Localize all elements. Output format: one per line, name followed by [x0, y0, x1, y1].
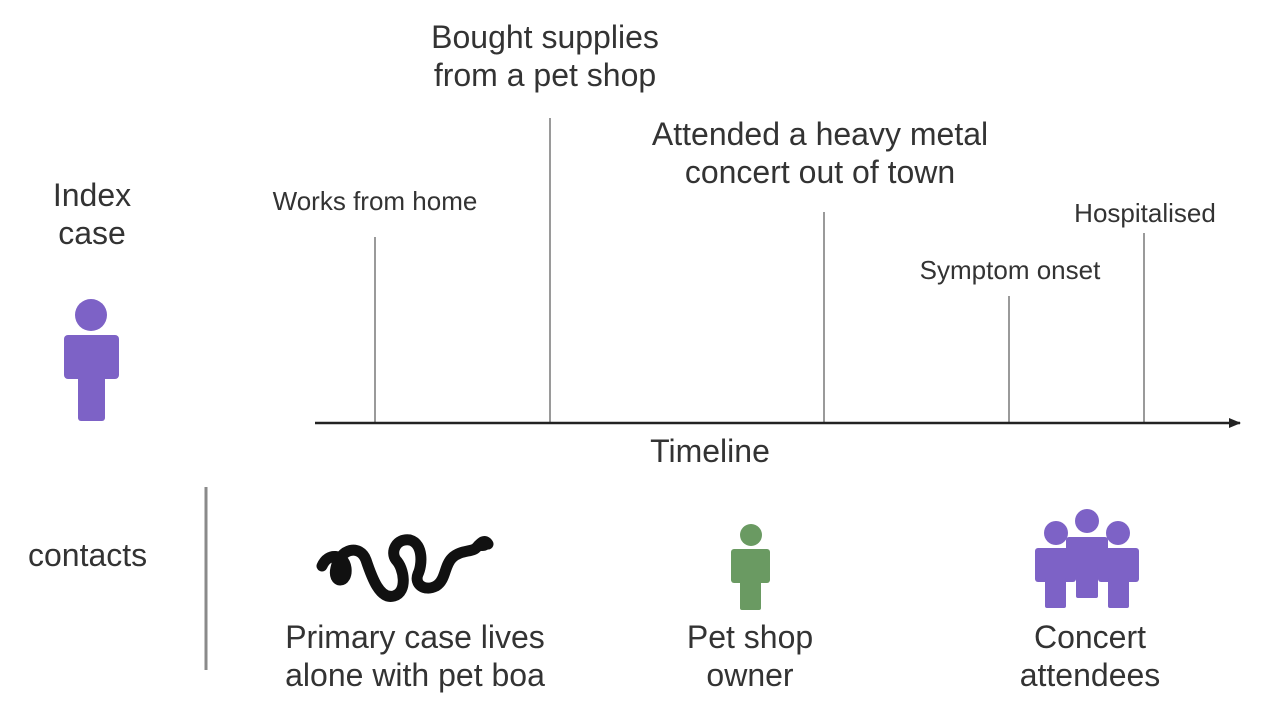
- pet-shop-owner-person-icon: [731, 524, 770, 610]
- contact-label-pet-boa: Primary case lives alone with pet boa: [285, 619, 545, 694]
- timeline-label: Timeline: [650, 433, 770, 469]
- event-label-bought-supplies: Bought supplies from a pet shop: [431, 19, 659, 94]
- event-label-hospitalised: Hospitalised: [1074, 198, 1216, 228]
- contact-label-pet-shop-owner: Pet shop owner: [686, 619, 814, 694]
- contact-label-concert-attendees: Concert attendees: [1019, 619, 1161, 694]
- index-case-label: Index case: [52, 177, 132, 252]
- contacts-heading: contacts: [28, 537, 148, 573]
- event-label-concert: Attended a heavy metal concert out of to…: [651, 116, 989, 191]
- index-case-person-icon: [64, 299, 119, 421]
- event-label-works-from-home: Works from home: [272, 186, 478, 216]
- group-icon: [1035, 509, 1139, 608]
- event-label-symptom-onset: Symptom onset: [919, 255, 1101, 285]
- snake-icon: [316, 534, 494, 602]
